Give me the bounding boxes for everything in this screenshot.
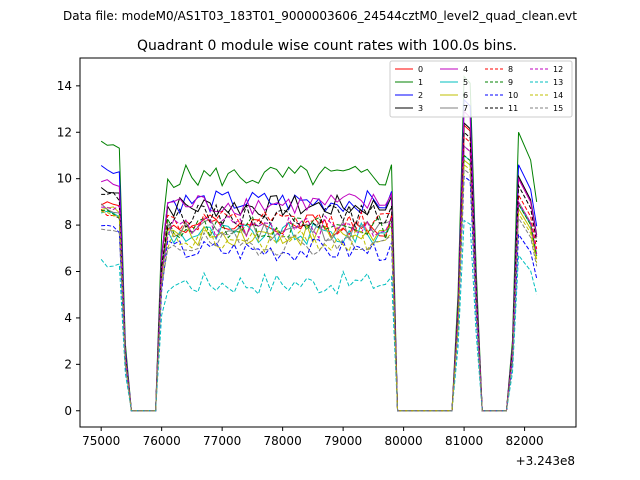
y-tick-label: 0 [64, 404, 72, 418]
series-line-15 [101, 168, 538, 412]
legend-label-5: 5 [463, 78, 468, 87]
legend-box [389, 60, 573, 118]
x-tick-label: 79000 [324, 434, 362, 448]
x-tick-label: 75000 [82, 434, 120, 448]
legend-label-9: 9 [508, 78, 513, 87]
y-tick-label: 12 [57, 125, 72, 139]
y-tick-label: 8 [64, 218, 72, 232]
legend-label-3: 3 [418, 104, 423, 113]
y-tick-label: 6 [64, 265, 72, 279]
y-tick-label: 10 [57, 172, 72, 186]
legend-label-6: 6 [463, 91, 468, 100]
legend-label-10: 10 [508, 91, 518, 100]
x-tick-label: 82000 [505, 434, 543, 448]
x-tick-label: 80000 [385, 434, 423, 448]
x-offset-label: +3.243e8 [516, 454, 575, 468]
series-line-13 [100, 219, 538, 412]
legend-label-13: 13 [553, 78, 563, 87]
series-line-3 [100, 121, 538, 412]
legend-label-4: 4 [463, 65, 468, 74]
y-tick-label: 4 [64, 311, 72, 325]
legend-label-2: 2 [418, 91, 423, 100]
data-file-caption: Data file: modeM0/AS1T03_183T01_90000036… [63, 9, 577, 23]
x-tick-label: 77000 [203, 434, 241, 448]
x-tick-label: 78000 [264, 434, 302, 448]
x-tick-label: 76000 [143, 434, 181, 448]
legend-label-0: 0 [418, 65, 423, 74]
legend-label-1: 1 [418, 78, 423, 87]
plot-area-frame [79, 57, 577, 428]
legend-label-7: 7 [463, 104, 468, 113]
legend-label-12: 12 [553, 65, 563, 74]
y-tick-label: 14 [57, 79, 72, 93]
series-line-8 [100, 135, 538, 412]
legend-label-8: 8 [508, 65, 513, 74]
legend-label-14: 14 [553, 91, 563, 100]
legend-label-15: 15 [553, 104, 563, 113]
x-tick-label: 81000 [445, 434, 483, 448]
chart-title: Quadrant 0 module wise count rates with … [137, 38, 517, 54]
legend-label-11: 11 [508, 104, 518, 113]
series-line-12 [101, 145, 538, 412]
y-tick-label: 2 [64, 357, 72, 371]
